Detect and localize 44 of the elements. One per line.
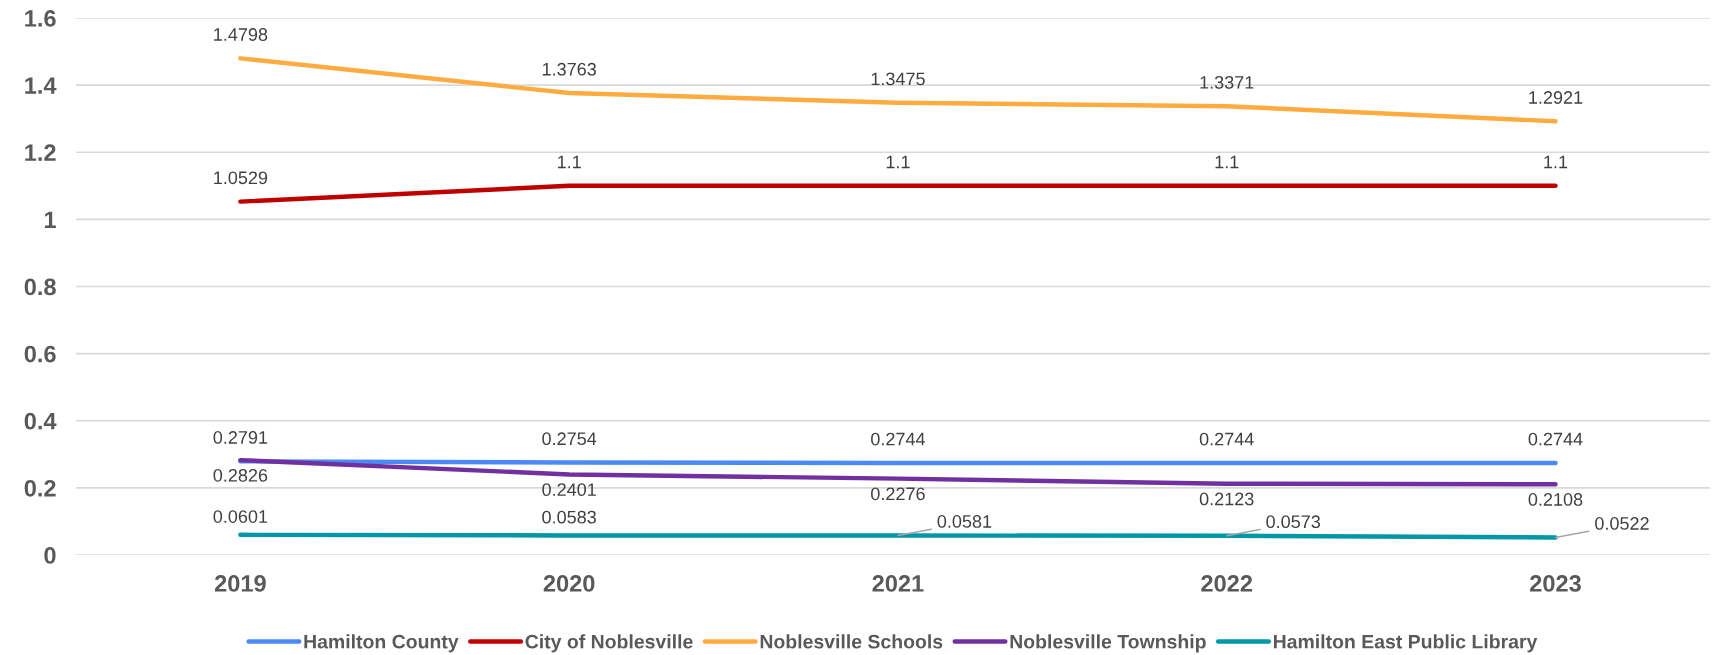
data-label: 0.2108	[1528, 493, 1583, 506]
x-tick-label: 2022	[1201, 575, 1253, 592]
legend-label: Noblesville Township	[1010, 634, 1206, 653]
y-tick-label: 0	[44, 547, 56, 564]
data-label: 0.2754	[542, 432, 597, 446]
data-label: 0.0522	[1595, 517, 1649, 530]
y-tick-label: 0.6	[24, 345, 56, 363]
data-label: 1.1	[1215, 155, 1239, 169]
y-tick-label: 0.8	[24, 278, 56, 296]
x-tick-label: 2020	[543, 575, 595, 592]
x-tick-label: 2019	[214, 575, 266, 592]
data-label: 1.1	[886, 155, 910, 169]
data-label: 1.3371	[1200, 75, 1254, 89]
data-label: 1.0529	[214, 171, 268, 185]
data-label: 0.2744	[1528, 432, 1583, 446]
legend-label: Noblesville Schools	[760, 634, 943, 649]
y-tick-label: 1	[44, 211, 56, 228]
x-tick-label: 2021	[872, 575, 924, 592]
data-label: 0.0601	[213, 510, 268, 523]
data-label: 0.2744	[1199, 432, 1254, 446]
data-label: 1.4798	[214, 28, 268, 41]
legend-label: Hamilton East Public Library	[1273, 634, 1538, 653]
data-label: 0.2276	[871, 487, 925, 501]
data-label: 1.3763	[542, 62, 596, 76]
data-label: 0.2826	[213, 468, 268, 482]
x-tick-label: 2023	[1530, 575, 1581, 592]
data-label: 0.0573	[1266, 515, 1321, 529]
data-label: 1.2921	[1529, 91, 1583, 104]
y-tick-label: 0.4	[24, 412, 57, 430]
data-label: 1.1	[557, 155, 581, 169]
data-label: 0.2791	[213, 431, 268, 444]
data-label: 0.0583	[542, 510, 596, 524]
legend-label: Hamilton County	[304, 634, 459, 653]
data-label: 1.1	[1544, 155, 1568, 169]
data-label: 0.2744	[871, 432, 926, 446]
legend-label: City of Noblesville	[525, 634, 693, 653]
y-tick-label: 1.6	[25, 10, 56, 27]
y-tick-label: 1.4	[25, 77, 57, 94]
data-label: 0.2123	[1199, 492, 1254, 506]
data-label: 0.2401	[542, 483, 596, 497]
data-label: 1.3475	[871, 72, 925, 86]
y-tick-label: 1.2	[25, 144, 56, 161]
y-tick-label: 0.2	[24, 479, 56, 497]
data-label: 0.0581	[937, 515, 992, 528]
